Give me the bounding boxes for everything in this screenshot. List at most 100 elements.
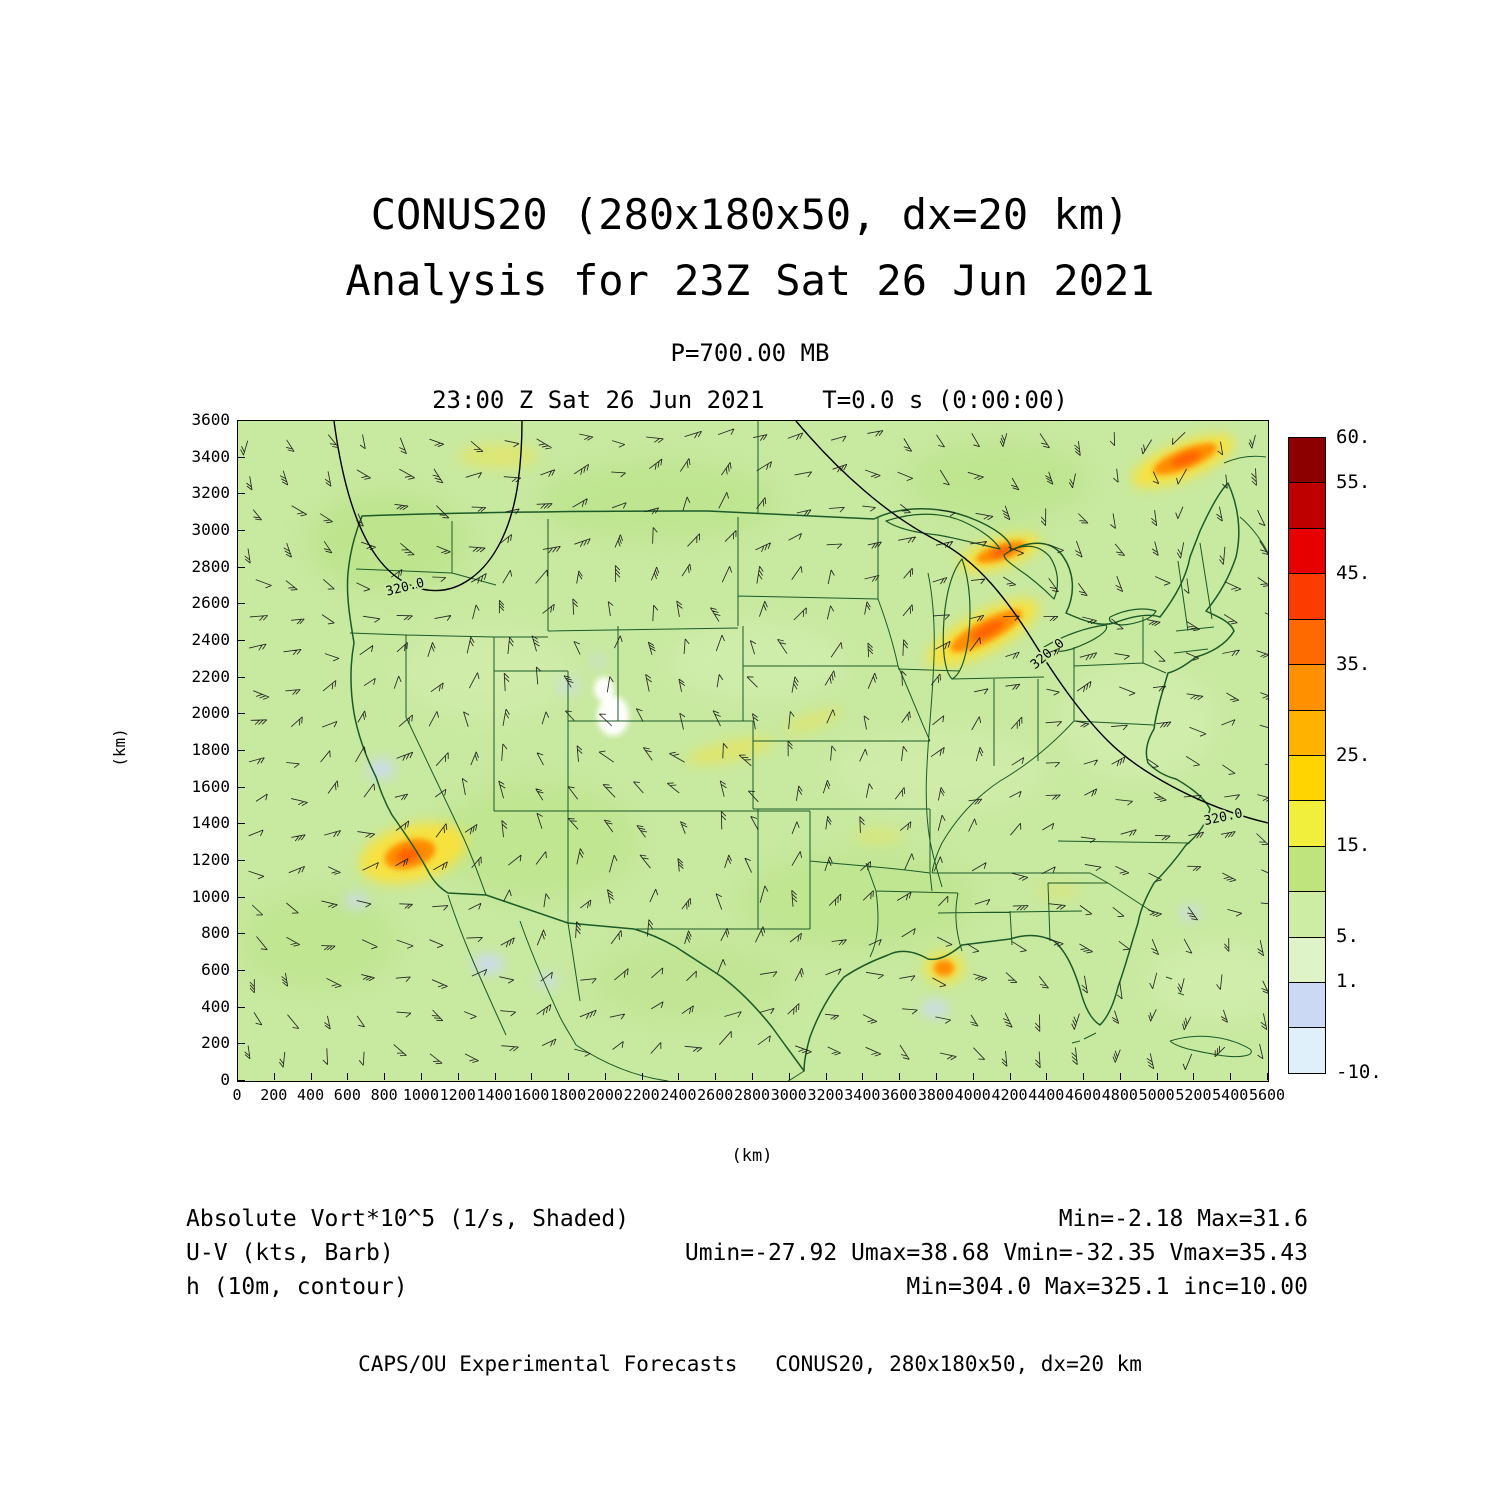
x-tick-mark [788,1073,790,1080]
x-tick-label: 4000 [954,1086,991,1104]
x-tick-label: 5600 [1248,1086,1286,1104]
x-tick-label: 2800 [733,1086,771,1104]
x-tick-label: 5000 [1138,1086,1175,1104]
y-tick-label: 1400 [191,813,230,833]
pressure-level-label: P=700.00 MB [670,339,830,367]
colorbar-tick-label: 60. [1336,426,1371,448]
x-tick-label: 3000 [770,1086,807,1104]
x-tick-mark [1046,1073,1048,1080]
legend-row-shaded-field: Absolute Vort*10^5 (1/s, Shaded) Min=-2.… [186,1206,1308,1232]
y-tick-label: 3600 [191,410,230,429]
y-tick-label: 3200 [191,483,230,503]
x-tick-label: 5400 [1212,1086,1249,1104]
x-tick-label: 2200 [623,1086,660,1104]
colorbar-cell [1289,483,1325,529]
x-tick-label: 1000 [402,1086,439,1104]
y-tick-mark [238,713,245,715]
x-tick-mark [1156,1073,1158,1080]
y-tick-mark [238,896,245,898]
legend-shaded-field-stats: Min=-2.18 Max=31.6 [1058,1206,1308,1232]
y-tick-mark [238,933,245,935]
x-tick-mark [1230,1073,1232,1080]
x-tick-mark [1009,1073,1011,1080]
y-tick-label: 2800 [191,556,230,576]
x-tick-mark [862,1073,864,1080]
x-tick-mark [641,1073,643,1080]
legend-wind-field-label: U-V (kts, Barb) [186,1240,394,1266]
x-tick-mark [457,1073,459,1080]
colorbar-cell [1289,528,1325,575]
y-tick-label: 2000 [191,703,230,723]
colorbar-tick-label: 35. [1336,652,1371,675]
legend-height-contour-label: h (10m, contour) [186,1274,408,1300]
x-tick-label: 600 [333,1086,361,1104]
colorbar-tick-label: 15. [1336,834,1371,857]
x-tick-mark [752,1073,753,1080]
colorbar-tick-label: -10. [1336,1061,1382,1083]
x-tick-mark [935,1073,937,1080]
x-tick-label: 1400 [476,1086,513,1104]
x-tick-label: 4400 [1028,1086,1065,1104]
y-tick-mark [238,1080,245,1081]
y-tick-label: 2400 [191,630,230,649]
map-plot-area: 320.0 320.0 320.0 [237,420,1269,1082]
colorbar [1288,437,1326,1074]
y-tick-label: 2600 [191,593,230,613]
x-tick-mark [273,1073,275,1080]
x-tick-mark [1267,1073,1268,1080]
y-axis-unit-label: (km) [109,728,129,767]
x-tick-mark [1119,1073,1121,1080]
y-tick-label: 1000 [191,886,230,906]
height-contour-lines [333,421,1268,824]
x-tick-label: 1200 [439,1086,476,1104]
x-tick-label: 2400 [660,1086,697,1104]
colorbar-cell [1289,619,1325,666]
legend-shaded-field-label: Absolute Vort*10^5 (1/s, Shaded) [186,1206,630,1232]
colorbar-cell [1289,892,1325,938]
x-tick-mark [972,1073,974,1080]
y-tick-label: 1200 [191,850,230,869]
y-tick-label: 1800 [191,740,230,759]
x-tick-mark [531,1073,533,1080]
x-tick-mark [604,1073,606,1080]
y-tick-mark [238,1006,245,1008]
plot-title: CONUS20 (280x180x50, dx=20 km) [370,190,1130,239]
y-tick-mark [238,456,245,458]
x-tick-mark [310,1073,312,1080]
colorbar-tick-label: 5. [1336,924,1359,947]
y-tick-mark [238,970,245,971]
colorbar-tick-label: 1. [1336,970,1359,993]
x-tick-mark [1193,1073,1195,1080]
x-tick-label: 3200 [807,1086,844,1104]
colorbar-cell [1289,438,1325,484]
x-tick-label: 2600 [697,1086,734,1104]
x-tick-label: 3400 [844,1086,881,1104]
vorticity-green-mottling [238,441,1268,1021]
colorbar-cell [1289,846,1325,893]
x-tick-label: 5200 [1175,1086,1212,1104]
colorbar-cell [1289,937,1325,984]
x-tick-mark [715,1073,717,1080]
x-tick-mark [825,1073,827,1080]
y-tick-label: 400 [201,996,230,1016]
state-borders [349,421,1268,1081]
x-tick-label: 2000 [586,1086,623,1104]
y-tick-label: 3000 [191,520,230,539]
colorbar-cell [1289,710,1325,756]
x-tick-label: 4200 [991,1086,1028,1104]
y-tick-label: 0 [220,1070,230,1089]
x-tick-label: 4800 [1101,1086,1138,1104]
y-tick-mark [238,1043,245,1045]
colorbar-cell [1289,665,1325,711]
plot-subtitle: Analysis for 23Z Sat 26 Jun 2021 [345,256,1155,305]
x-tick-label: 400 [297,1086,325,1104]
colorbar-cell [1289,1028,1325,1073]
y-tick-label: 1600 [191,776,230,796]
x-tick-mark [494,1073,496,1080]
y-tick-mark [238,493,245,495]
colorbar-tick-label: 45. [1336,562,1371,585]
y-tick-mark [238,603,245,605]
y-tick-mark [238,750,245,751]
wind-barbs [240,428,1268,1070]
y-tick-mark [238,530,245,531]
